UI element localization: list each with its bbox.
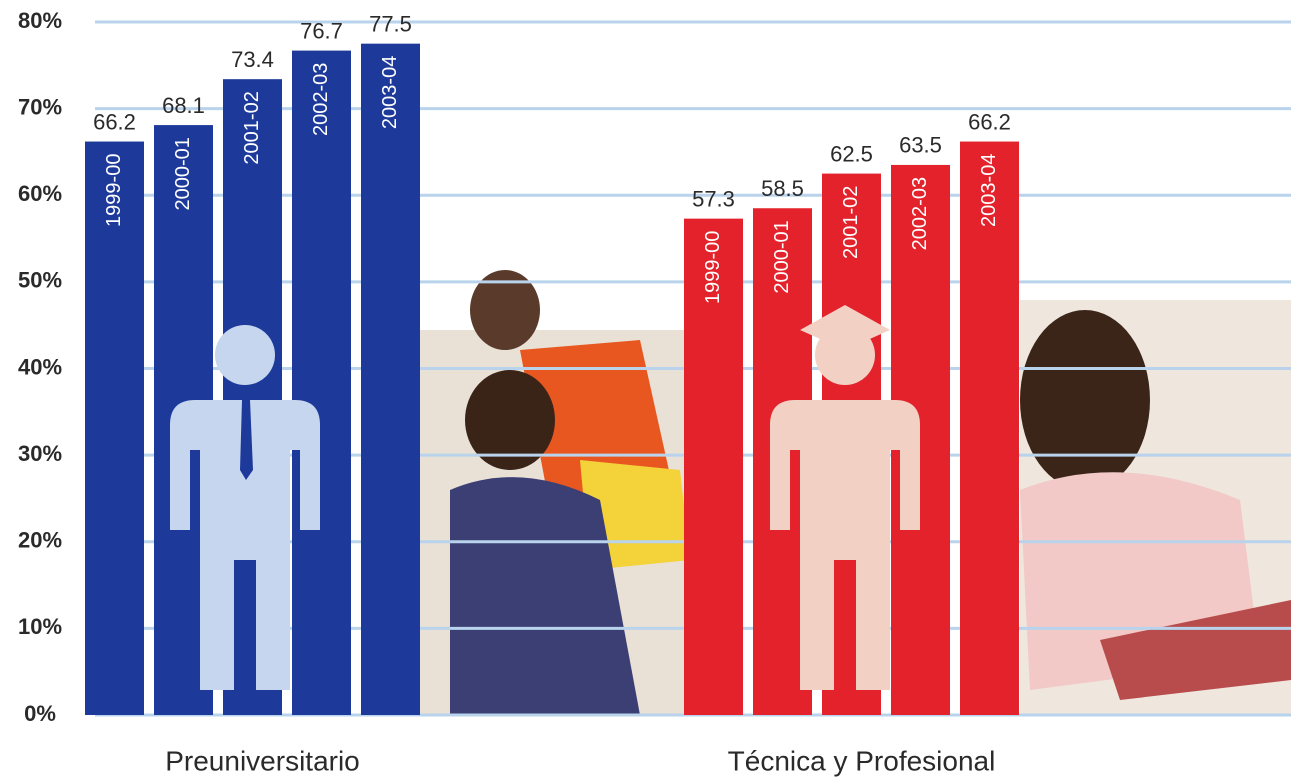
value-label: 76.7	[300, 18, 343, 43]
y-tick-label: 40%	[18, 354, 62, 379]
bar-category-label: 2003-04	[978, 154, 1000, 227]
group-label: Técnica y Profesional	[728, 745, 996, 776]
photo-right	[1020, 300, 1291, 715]
bar-category-label: 1999-00	[702, 231, 724, 304]
value-label: 66.2	[93, 109, 136, 134]
y-tick-label: 80%	[18, 8, 62, 33]
value-label: 73.4	[231, 47, 274, 72]
bar-category-label: 2002-03	[310, 63, 332, 136]
bar-category-label: 1999-00	[103, 154, 125, 227]
y-tick-label: 70%	[18, 94, 62, 119]
group-label: Preuniversitario	[165, 745, 360, 776]
value-label: 77.5	[369, 11, 412, 36]
bar	[85, 141, 144, 716]
bar	[684, 218, 743, 716]
value-label: 58.5	[761, 176, 804, 201]
y-tick-label: 0%	[24, 701, 56, 726]
bar-category-label: 2002-03	[909, 177, 931, 250]
bar-category-label: 2003-04	[379, 56, 401, 129]
photo-left	[420, 270, 690, 715]
bar-category-label: 2001-02	[241, 91, 263, 164]
bar-category-label: 2000-01	[771, 220, 793, 293]
y-tick-label: 30%	[18, 441, 62, 466]
bar-category-label: 2001-02	[840, 186, 862, 259]
y-tick-label: 20%	[18, 528, 62, 553]
value-label: 57.3	[692, 186, 735, 211]
y-tick-label: 10%	[18, 614, 62, 639]
y-tick-label: 50%	[18, 268, 62, 293]
value-label: 68.1	[162, 93, 205, 118]
y-tick-label: 60%	[18, 181, 62, 206]
bar	[292, 50, 351, 716]
icon-person-graduate	[770, 305, 920, 690]
bar-category-label: 2000-01	[172, 137, 194, 210]
bar	[361, 43, 420, 715]
icon-person-blue	[170, 325, 320, 690]
value-label: 63.5	[899, 133, 942, 158]
value-label: 62.5	[830, 141, 873, 166]
value-label: 66.2	[968, 109, 1011, 134]
bar	[960, 141, 1019, 716]
